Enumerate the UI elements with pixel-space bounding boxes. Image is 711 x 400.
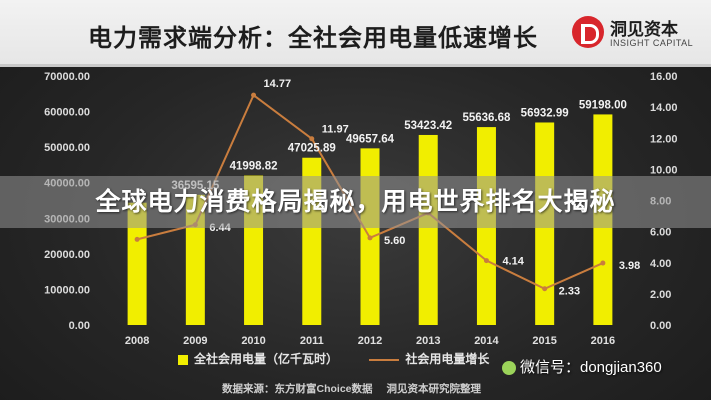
legend: 全社会用电量（亿千瓦时） 社会用电量增长 (178, 350, 517, 370)
bar-value-label-2011: 47025.89 (288, 143, 336, 155)
legend-item-line: 社会用电量增长 (369, 350, 489, 367)
growth-value-label-2016: 3.98 (619, 260, 640, 272)
bar-value-label-2015: 56932.99 (521, 107, 569, 119)
growth-point-2011 (309, 136, 315, 142)
growth-point-2015 (542, 286, 548, 292)
x-tick-label-2009: 2009 (183, 335, 207, 347)
x-tick-label-2010: 2010 (241, 335, 265, 347)
growth-value-label-2014: 4.14 (502, 256, 524, 268)
bar-2008 (127, 202, 147, 325)
y-left-tick-label: 20000.00 (44, 249, 90, 261)
source-suffix: 洞见资本研究院整理 (386, 383, 482, 395)
data-labels: 36595.1541998.8247025.8949657.6453423.42… (171, 78, 640, 298)
x-tick-label-2012: 2012 (358, 335, 382, 347)
y-right-tick-label: 6.00 (650, 227, 671, 239)
y-left-tick-label: 70000.00 (44, 71, 90, 83)
legend-swatch-line (369, 358, 400, 361)
x-tick-label-2014: 2014 (474, 335, 499, 347)
x-tick-label-2016: 2016 (591, 335, 615, 347)
y-left-tick-label: 50000.00 (44, 142, 90, 154)
growth-point-2016 (600, 260, 606, 266)
y-right-tick-label: 10.00 (650, 164, 678, 176)
growth-value-label-2015: 2.33 (559, 286, 580, 298)
y-right-tick-label: 0.00 (650, 320, 671, 332)
wechat-icon (502, 361, 516, 376)
y-right-tick-label: 12.00 (650, 133, 678, 145)
logo-subtitle: INSIGHT CAPITAL (610, 38, 694, 48)
growth-point-2012 (367, 235, 373, 241)
y-right-tick-label: 2.00 (650, 289, 671, 301)
legend-label-bars: 全社会用电量（亿千瓦时） (194, 352, 339, 366)
y-left-tick-label: 60000.00 (44, 107, 90, 119)
growth-point-2008 (134, 236, 140, 242)
overlay-banner: 全球电力消费格局揭秘，用电世界排名大揭秘 (0, 176, 711, 228)
x-tick-label-2013: 2013 (416, 335, 440, 347)
x-tick-label-2015: 2015 (532, 335, 556, 347)
legend-item-bars: 全社会用电量（亿千瓦时） (178, 350, 338, 367)
title-bar: 电力需求端分析：全社会用电量低速增长 洞见资本 INSIGHT CAPITAL (0, 0, 711, 66)
source-note: 数据来源：东方财富Choice数据 洞见资本研究院整理 (222, 381, 495, 396)
axis-ticks: 0.0010000.0020000.0030000.0040000.005000… (44, 71, 677, 347)
y-right-tick-label: 14.00 (650, 102, 678, 114)
logo: 洞见资本 INSIGHT CAPITAL (572, 12, 702, 56)
legend-label-line: 社会用电量增长 (405, 352, 490, 366)
bar-value-label-2014: 55636.68 (462, 112, 511, 124)
growth-value-label-2012: 5.60 (384, 235, 405, 247)
bar-value-label-2016: 59198.00 (579, 99, 627, 111)
bar-value-label-2012: 49657.64 (346, 133, 395, 145)
logo-mark-icon (572, 16, 604, 48)
watermark: 微信号：dongjian360 (502, 356, 662, 377)
x-tick-label-2008: 2008 (125, 335, 149, 347)
source-prefix: 数据来源：东方财富Choice数据 (222, 383, 373, 395)
growth-point-2010 (251, 92, 257, 98)
y-right-tick-label: 16.00 (650, 71, 678, 83)
y-left-tick-label: 10000.00 (44, 284, 90, 296)
bar-value-label-2010: 41998.82 (230, 161, 278, 173)
legend-swatch-bars (178, 354, 188, 365)
chart-title: 电力需求端分析：全社会用电量低速增长 (88, 25, 538, 52)
y-right-tick-label: 4.00 (650, 258, 671, 270)
logo-name: 洞见资本 (610, 20, 678, 39)
title-divider (0, 64, 711, 67)
watermark-text: 微信号：dongjian360 (520, 359, 662, 376)
bar-value-label-2013: 53423.42 (404, 120, 452, 132)
y-left-tick-label: 0.00 (69, 320, 90, 332)
growth-value-label-2011: 11.97 (322, 124, 349, 136)
growth-point-2014 (483, 258, 489, 264)
bar-2013 (418, 134, 438, 325)
growth-value-label-2010: 14.77 (264, 78, 292, 90)
banner-text: 全球电力消费格局揭秘，用电世界排名大揭秘 (95, 188, 616, 216)
x-tick-label-2011: 2011 (300, 335, 324, 347)
